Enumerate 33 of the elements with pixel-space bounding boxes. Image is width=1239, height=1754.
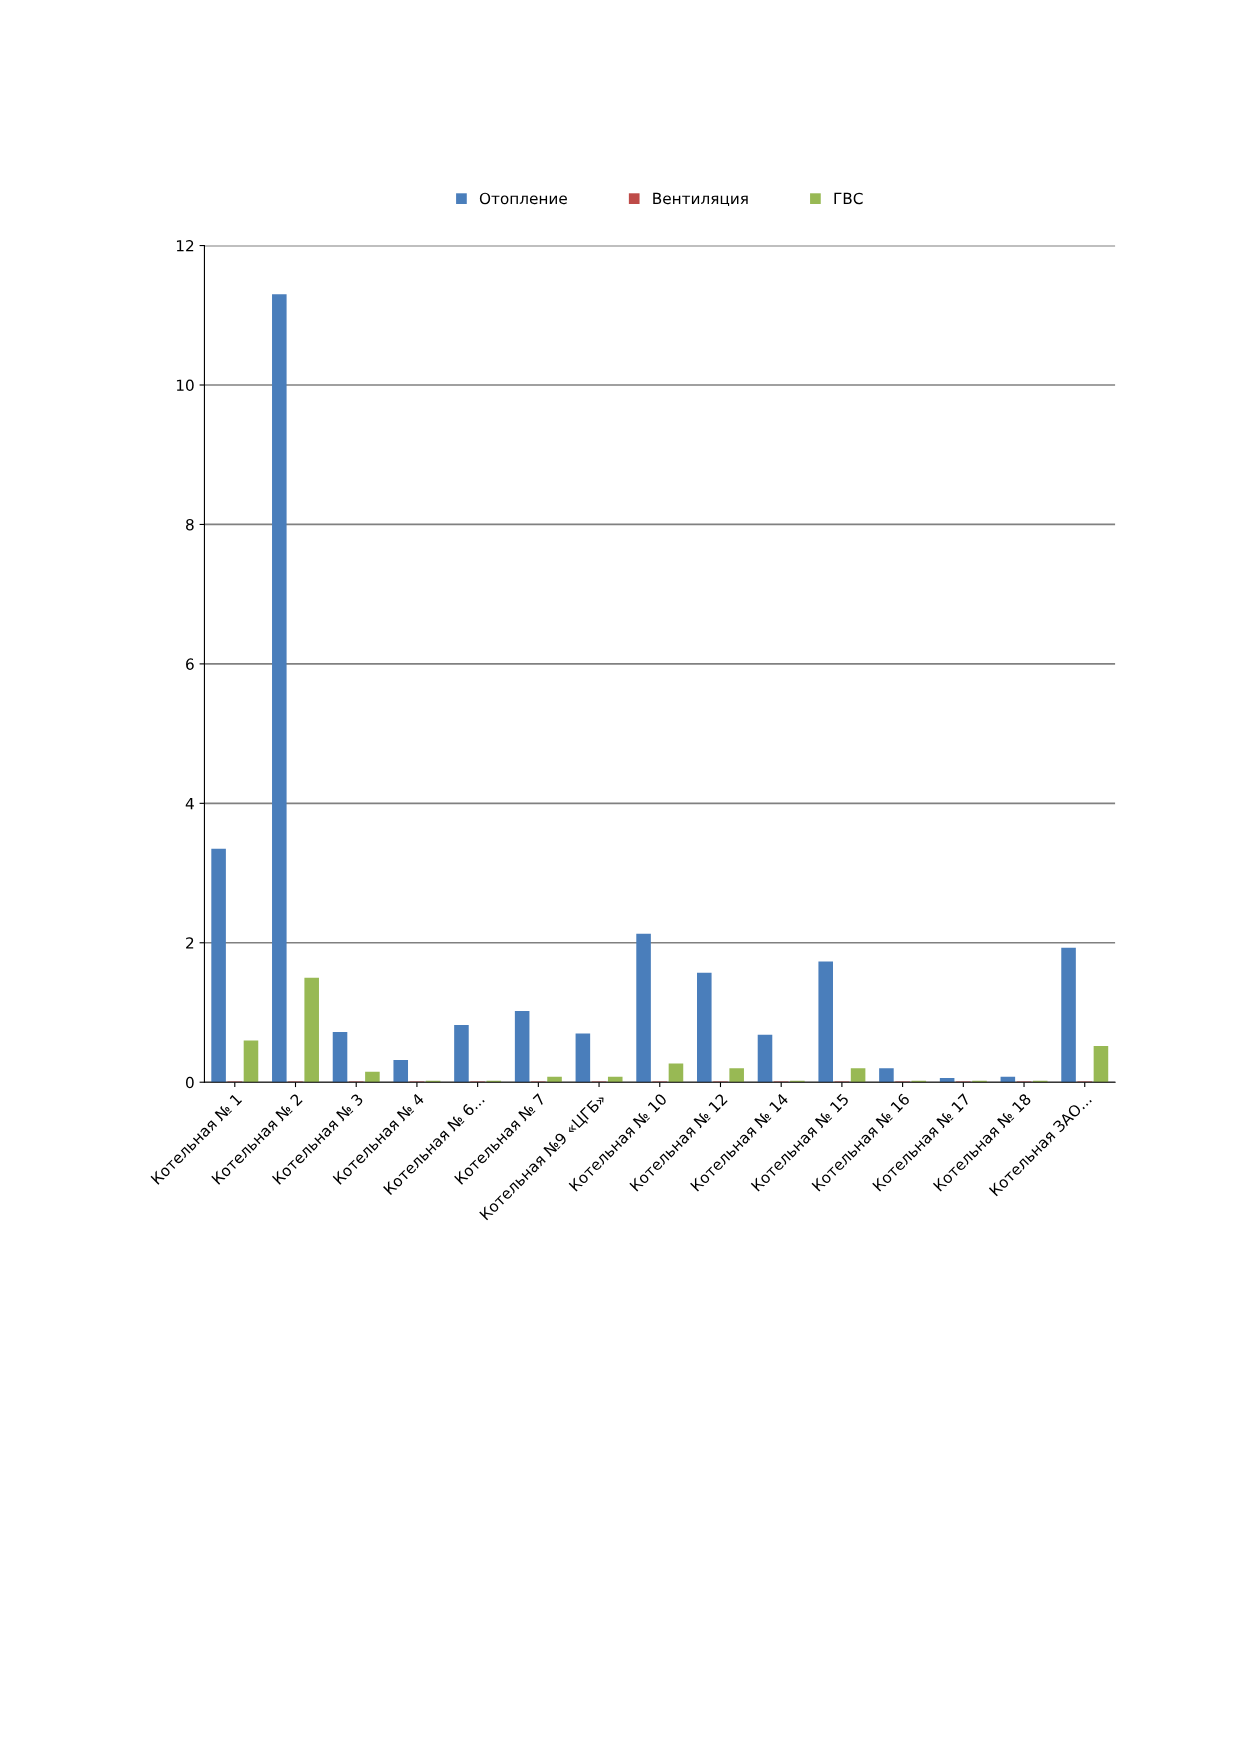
bar: [243, 1040, 259, 1083]
bar: [939, 1078, 955, 1083]
bar: [757, 1034, 773, 1083]
bar: [729, 1068, 744, 1083]
bar: [697, 972, 712, 1083]
bar: [850, 1068, 866, 1083]
bar: [818, 961, 833, 1083]
bar: [272, 294, 287, 1083]
bar: [879, 1068, 894, 1083]
y-tick-label: 4: [185, 798, 194, 810]
y-tick-label: 2: [186, 937, 194, 949]
bar: [211, 848, 226, 1083]
legend-label: Вентиляция: [653, 192, 748, 207]
y-tick-label: 10: [176, 379, 194, 392]
bar: [514, 1011, 530, 1083]
bar: [607, 1076, 623, 1083]
bar: [304, 977, 319, 1083]
legend-label: ГВС: [834, 192, 863, 205]
bar: [1093, 1045, 1109, 1083]
bar: [393, 1059, 409, 1083]
bar: [547, 1076, 562, 1083]
bar: [1061, 947, 1076, 1083]
bar: [668, 1063, 684, 1083]
bar: [365, 1071, 380, 1083]
y-tick-label: 12: [176, 240, 194, 252]
y-tick-label: 6: [186, 658, 194, 670]
y-tick-label: 8: [186, 518, 194, 531]
bar: [636, 933, 651, 1083]
bar: [332, 1032, 348, 1083]
bar: [575, 1033, 591, 1083]
bar: [454, 1025, 469, 1083]
legend-label: Отопление: [479, 192, 567, 205]
y-tick-label: 0: [186, 1076, 194, 1089]
